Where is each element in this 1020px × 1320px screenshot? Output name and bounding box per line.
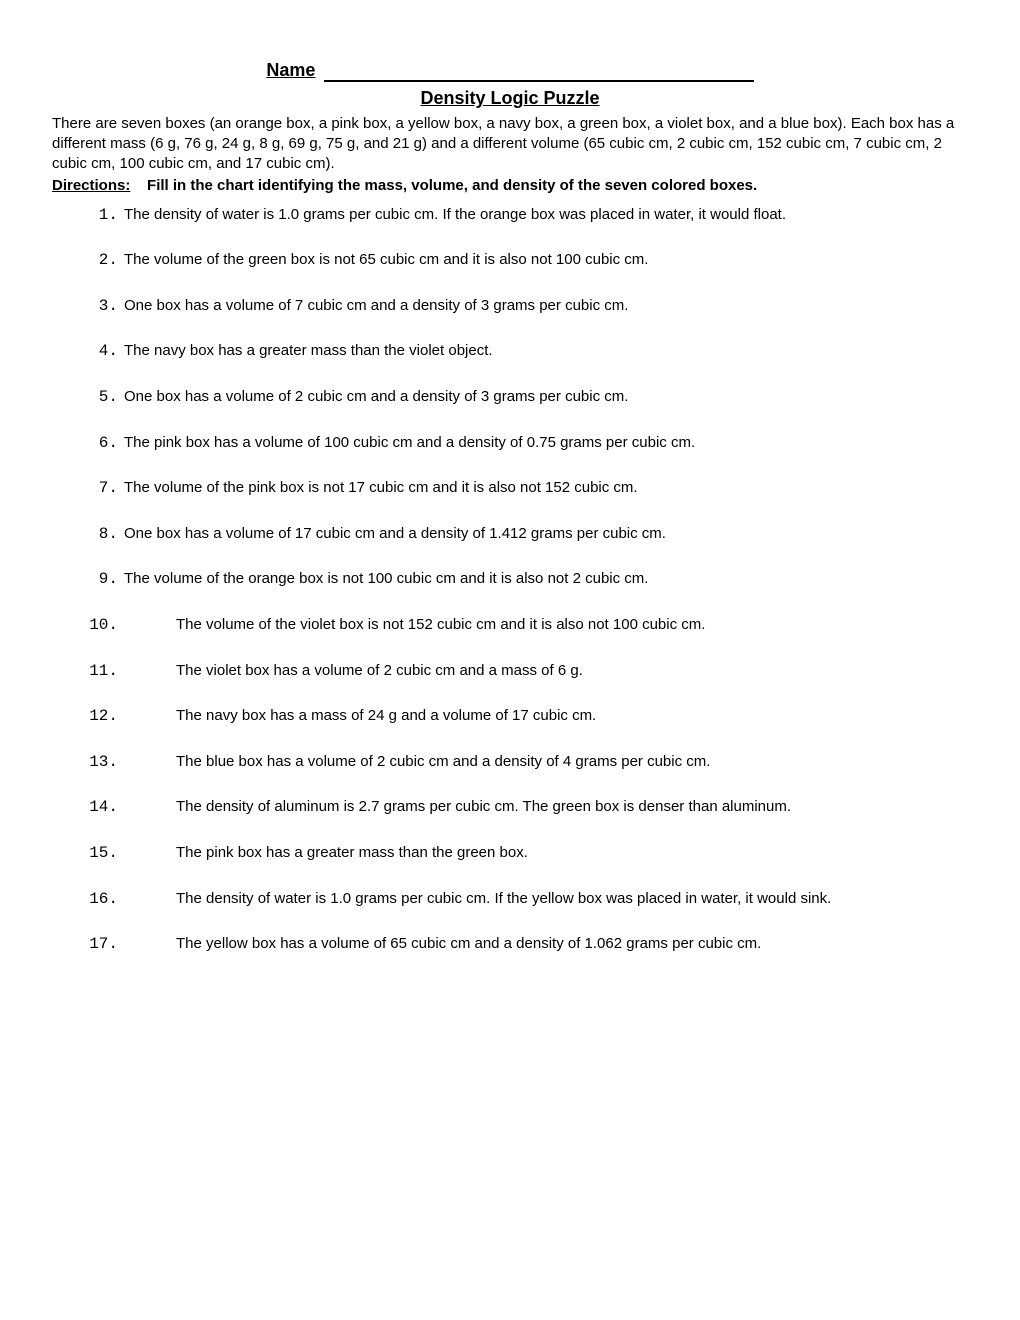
clue-item: 2.The volume of the green box is not 65 …: [82, 250, 968, 272]
clue-number: 15.: [82, 843, 118, 865]
clue-text: The volume of the orange box is not 100 …: [118, 569, 648, 589]
clue-number: 10.: [82, 615, 118, 637]
clue-item: 12.The navy box has a mass of 24 g and a…: [82, 706, 968, 728]
clue-number: 5.: [82, 387, 118, 409]
clue-text: The violet box has a volume of 2 cubic c…: [118, 661, 583, 681]
clue-number: 7.: [82, 478, 118, 500]
clue-text: The density of water is 1.0 grams per cu…: [118, 889, 831, 909]
intro-paragraph: There are seven boxes (an orange box, a …: [52, 114, 968, 175]
clue-number: 2.: [82, 250, 118, 272]
clue-text: The navy box has a greater mass than the…: [118, 341, 493, 361]
clue-number: 14.: [82, 797, 118, 819]
clue-text: One box has a volume of 7 cubic cm and a…: [118, 296, 628, 316]
clue-item: 4.The navy box has a greater mass than t…: [82, 341, 968, 363]
clue-text: The density of water is 1.0 grams per cu…: [118, 205, 786, 225]
clue-item: 11.The violet box has a volume of 2 cubi…: [82, 661, 968, 683]
clue-text: The yellow box has a volume of 65 cubic …: [118, 934, 761, 954]
worksheet-header: Name: [52, 58, 968, 82]
clue-item: 7.The volume of the pink box is not 17 c…: [82, 478, 968, 500]
directions-label: Directions:: [52, 177, 130, 194]
clue-text: The volume of the green box is not 65 cu…: [118, 250, 648, 270]
clue-item: 6.The pink box has a volume of 100 cubic…: [82, 433, 968, 455]
page-title: Density Logic Puzzle: [52, 86, 968, 110]
clue-item: 14.The density of aluminum is 2.7 grams …: [82, 797, 968, 819]
clue-number: 11.: [82, 661, 118, 683]
clue-text: The density of aluminum is 2.7 grams per…: [118, 797, 791, 817]
clue-text: The volume of the pink box is not 17 cub…: [118, 478, 638, 498]
clue-text: The pink box has a volume of 100 cubic c…: [118, 433, 695, 453]
clue-text: One box has a volume of 2 cubic cm and a…: [118, 387, 628, 407]
directions-text: Fill in the chart identifying the mass, …: [147, 177, 757, 194]
clue-item: 15.The pink box has a greater mass than …: [82, 843, 968, 865]
clue-number: 6.: [82, 433, 118, 455]
clue-text: One box has a volume of 17 cubic cm and …: [118, 524, 666, 544]
clue-text: The volume of the violet box is not 152 …: [118, 615, 705, 635]
clue-number: 8.: [82, 524, 118, 546]
clue-item: 1.The density of water is 1.0 grams per …: [82, 205, 968, 227]
name-blank-line[interactable]: [324, 64, 754, 82]
clue-number: 13.: [82, 752, 118, 774]
clue-item: 8.One box has a volume of 17 cubic cm an…: [82, 524, 968, 546]
clue-text: The pink box has a greater mass than the…: [118, 843, 528, 863]
clue-text: The blue box has a volume of 2 cubic cm …: [118, 752, 710, 772]
clue-number: 1.: [82, 205, 118, 227]
clue-item: 17.The yellow box has a volume of 65 cub…: [82, 934, 968, 956]
clue-number: 16.: [82, 889, 118, 911]
clues-list: 1.The density of water is 1.0 grams per …: [52, 205, 968, 956]
clue-item: 13.The blue box has a volume of 2 cubic …: [82, 752, 968, 774]
clue-text: The navy box has a mass of 24 g and a vo…: [118, 706, 596, 726]
clue-item: 10.The volume of the violet box is not 1…: [82, 615, 968, 637]
name-label: Name: [266, 60, 315, 80]
clue-item: 3.One box has a volume of 7 cubic cm and…: [82, 296, 968, 318]
clue-number: 17.: [82, 934, 118, 956]
clue-number: 3.: [82, 296, 118, 318]
clue-item: 5.One box has a volume of 2 cubic cm and…: [82, 387, 968, 409]
clue-number: 12.: [82, 706, 118, 728]
clue-number: 9.: [82, 569, 118, 591]
clue-item: 9.The volume of the orange box is not 10…: [82, 569, 968, 591]
clue-item: 16.The density of water is 1.0 grams per…: [82, 889, 968, 911]
clue-number: 4.: [82, 341, 118, 363]
directions-line: Directions: Fill in the chart identifyin…: [52, 176, 968, 196]
